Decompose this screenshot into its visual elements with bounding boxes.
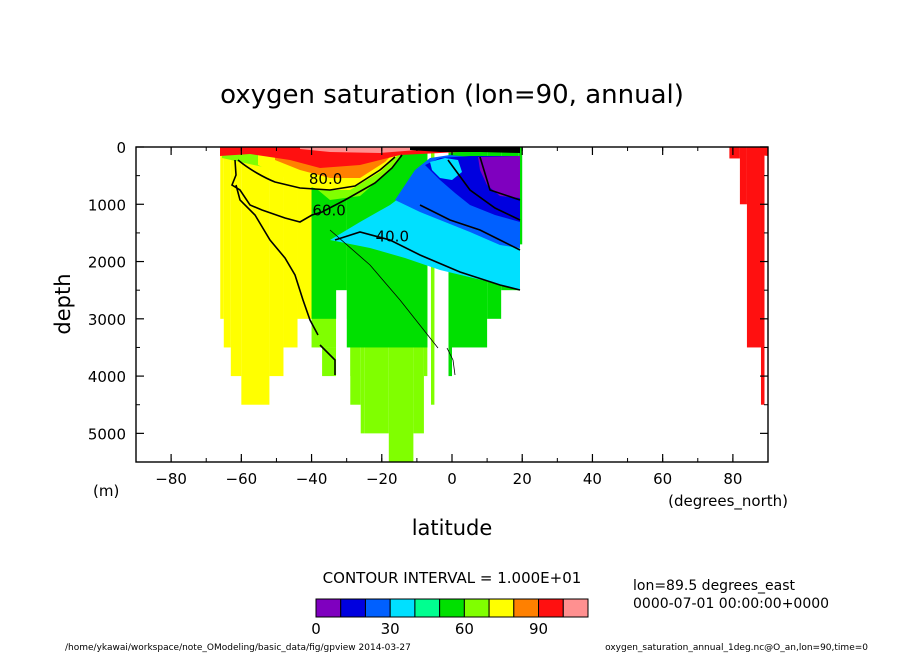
info-line-1: lon=89.5 degrees_east <box>633 578 796 594</box>
land-gap-1 <box>427 347 431 462</box>
band-cyan-core <box>430 158 462 180</box>
field-layer: 80.0 60.0 40.0 <box>220 147 768 462</box>
thin-contours <box>329 229 456 376</box>
contour-70 <box>237 156 396 191</box>
colorbar-tick-0: 0 <box>311 620 321 638</box>
region-3 <box>241 147 270 405</box>
x-tick-label-8: 80 <box>723 470 742 488</box>
y-tick-label-0: 0 <box>116 139 126 157</box>
region-22 <box>739 147 747 205</box>
contour-interval-label: CONTOUR INTERVAL = 1.000E+01 <box>323 569 582 587</box>
y-tick-label-2: 2000 <box>88 254 126 272</box>
y-tick-label-4: 4000 <box>88 368 126 386</box>
x-tick-label-5: 20 <box>513 470 532 488</box>
region-23 <box>746 147 761 348</box>
contour-50-thin <box>329 229 439 349</box>
footer-right: oxygen_saturation_annual_1deg.nc@O_an,lo… <box>605 643 868 653</box>
region-5 <box>283 147 298 348</box>
x-tick-label-0: −80 <box>155 470 187 488</box>
colorbar-swatch-9 <box>538 598 564 618</box>
colorbar-swatch-0 <box>315 598 342 618</box>
colorbar-swatch-4 <box>414 598 441 618</box>
contour-60 <box>231 154 403 223</box>
colorbar-swatch-2 <box>364 598 391 618</box>
region-21 <box>518 147 523 245</box>
band-pink <box>300 147 430 153</box>
region-4 <box>269 147 284 377</box>
y-unit-label: (m) <box>93 482 119 500</box>
chart-title: oxygen saturation (lon=90, annual) <box>220 80 684 110</box>
y-tick-label-5: 5000 <box>88 425 126 443</box>
colorbar-swatch-3 <box>389 598 416 618</box>
x-axis-label: latitude <box>412 516 493 540</box>
contour-45-thin <box>446 347 456 376</box>
colorbar-swatch-10 <box>562 598 589 618</box>
band-black-lid <box>410 147 520 153</box>
footer-left: /home/ykawai/workspace/note_OModeling/ba… <box>65 643 411 653</box>
contour-labels: 80.0 60.0 40.0 <box>309 170 409 245</box>
region-25 <box>729 147 740 159</box>
contour-label-1: 60.0 <box>312 202 345 220</box>
x-tick-label-7: 60 <box>653 470 672 488</box>
contour-60-deep <box>319 344 336 375</box>
y-ticks: 0 1000 2000 3000 4000 5000 <box>88 139 768 443</box>
colorbar-tick-2: 60 <box>455 620 474 638</box>
colorbar <box>315 598 589 618</box>
contour-60-lower <box>235 184 319 336</box>
x-tick-label-4: 0 <box>447 470 457 488</box>
x-tick-label-3: −20 <box>366 470 398 488</box>
region-0 <box>220 147 224 319</box>
colorbar-swatch-7 <box>488 598 515 618</box>
contour-layer <box>231 154 521 375</box>
contour-40 <box>419 204 521 251</box>
x-tick-label-1: −60 <box>226 470 258 488</box>
region-8 <box>322 347 337 377</box>
band-arctic-red <box>755 147 768 156</box>
colorbar-swatch-8 <box>513 598 540 618</box>
y-tick-label-3: 3000 <box>88 311 126 329</box>
x-unit-label: (degrees_north) <box>668 492 788 511</box>
contour-30 <box>447 159 521 221</box>
contour-label-0: 80.0 <box>309 170 342 188</box>
region-2 <box>230 147 242 377</box>
colorbar-swatch-1 <box>340 598 366 618</box>
band-layer <box>220 147 768 290</box>
region-16 <box>430 147 435 405</box>
contour-20 <box>479 156 521 201</box>
band-purple <box>478 156 520 198</box>
colorbar-ticks: 0 30 60 90 <box>311 620 548 638</box>
colorbar-swatch-5 <box>439 598 465 618</box>
land-gap-3 <box>339 376 351 462</box>
y-axis-label: depth <box>51 273 75 334</box>
colorbar-swatch-6 <box>463 598 490 618</box>
band-red <box>220 147 520 168</box>
x-tick-label-6: 40 <box>583 470 602 488</box>
y-tick-label-1: 1000 <box>88 196 126 214</box>
region-24 <box>760 147 765 405</box>
x-tick-label-2: −40 <box>296 470 328 488</box>
colorbar-tick-3: 90 <box>529 620 548 638</box>
region-6 <box>297 147 312 319</box>
info-line-2: 0000-07-01 00:00:00+0000 <box>633 596 829 612</box>
contour-label-2: 40.0 <box>376 228 409 246</box>
x-ticks: −80 −60 −40 −20 0 20 40 60 80 <box>135 147 769 488</box>
colorbar-tick-1: 30 <box>381 620 400 638</box>
land-gap-2 <box>434 347 449 462</box>
region-1 <box>223 147 231 348</box>
contour-40b <box>334 231 521 291</box>
